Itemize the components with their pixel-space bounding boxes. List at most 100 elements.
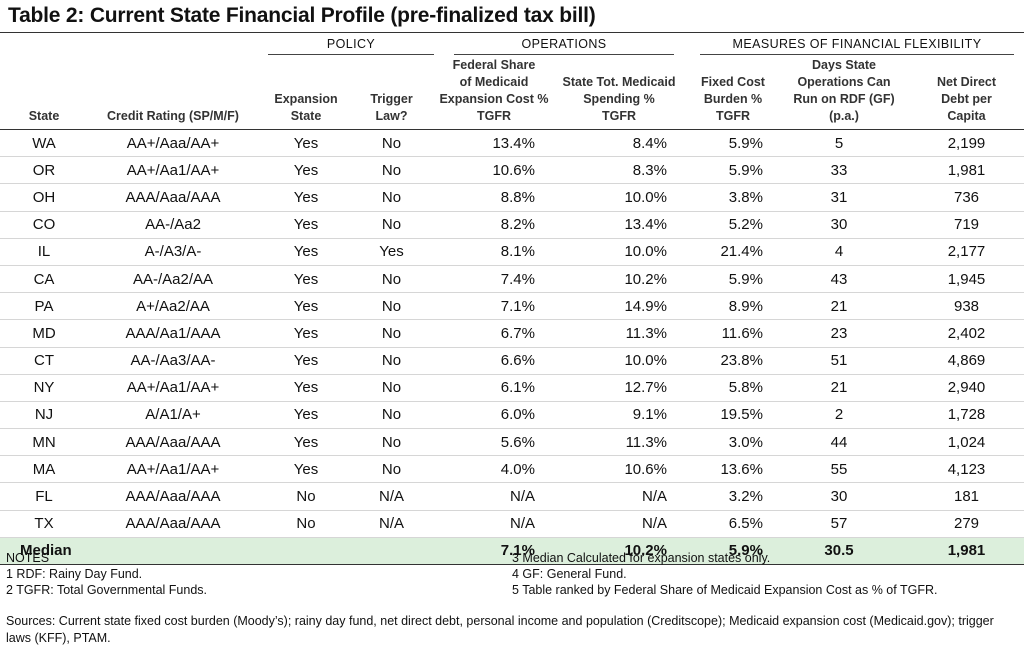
table-row: NJ A/A1/A+ Yes No 6.0% 9.1% 19.5% 2 1,728 [0,401,1024,430]
cell-debt: 4,123 [909,455,1024,484]
cell-trigger: No [354,183,429,212]
table-row: MD AAA/Aa1/AAA Yes No 6.7% 11.3% 11.6% 23 2,402 [0,319,1024,348]
cell-expansion: Yes [258,130,354,158]
cell-spending: 9.1% [549,401,689,430]
cell-trigger: No [354,211,429,239]
table-row: TX AAA/Aaa/AAA No N/A N/A N/A 6.5% 57 279 [0,510,1024,538]
cell-rating: A+/Aa2/AA [88,292,258,321]
header-trigger-law-text: Trigger Law? [370,92,413,123]
cell-state: OR [0,156,88,185]
table-row: PA A+/Aa2/AA Yes No 7.1% 14.9% 8.9% 21 938 [0,292,1024,321]
table-row: CO AA-/Aa2 Yes No 8.2% 13.4% 5.2% 30 719 [0,211,1024,239]
cell-days: 51 [769,347,909,375]
cell-trigger: No [354,374,429,402]
cell-expansion: Yes [258,183,354,212]
cell-federal: 8.1% [429,238,549,266]
header-credit-rating: Credit Rating (SP/M/F) [88,56,258,128]
median-spending: 10.2% [549,536,689,566]
cell-fixed: 8.9% [689,292,769,321]
cell-state: NJ [0,401,88,430]
table-row: WA AA+/Aaa/AA+ Yes No 13.4% 8.4% 5.9% 5 2,199 [0,130,1024,158]
cell-rating: AA+/Aa1/AA+ [88,374,258,402]
cell-expansion: Yes [258,292,354,321]
cell-state: MA [0,455,88,484]
note-3: 3 Median Calculated for expansion states… [512,551,771,565]
header-federal-share: Federal Share of Medicaid Expansion Cost %… [429,56,559,128]
median-empty [88,536,258,566]
table-row: NY AA+/Aa1/AA+ Yes No 6.1% 12.7% 5.8% 21 2,940 [0,374,1024,402]
table-row: OH AAA/Aaa/AAA Yes No 8.8% 10.0% 3.8% 31 736 [0,183,1024,212]
cell-days: 55 [769,455,909,484]
cell-spending: 10.0% [549,183,689,212]
cell-federal: 10.6% [429,156,549,185]
cell-expansion: Yes [258,428,354,457]
cell-federal: 6.7% [429,319,549,348]
cell-state: MN [0,428,88,457]
cell-debt: 2,199 [909,130,1024,158]
group-policy: POLICY [326,37,376,51]
cell-federal: 7.1% [429,292,549,321]
cell-fixed: 5.9% [689,265,769,294]
note-1: 1 RDF: Rainy Day Fund. [6,567,143,581]
cell-expansion: Yes [258,455,354,484]
cell-fixed: 3.2% [689,482,769,511]
cell-debt: 938 [909,292,1024,321]
cell-state: CA [0,265,88,294]
cell-fixed: 3.0% [689,428,769,457]
cell-trigger: N/A [354,510,429,538]
cell-spending: 10.6% [549,455,689,484]
table-row: OR AA+/Aa1/AA+ Yes No 10.6% 8.3% 5.9% 33 1,981 [0,156,1024,185]
cell-spending: 10.0% [549,347,689,375]
cell-rating: AA+/Aaa/AA+ [88,130,258,158]
cell-trigger: No [354,130,429,158]
cell-expansion: Yes [258,347,354,375]
cell-fixed: 6.5% [689,510,769,538]
header-days-rdf: Days State Operations Can Run on RDF (GF)(… [774,56,914,128]
cell-trigger: No [354,347,429,375]
header-state: State [0,56,88,128]
cell-fixed: 21.4% [689,238,769,266]
cell-trigger: No [354,156,429,185]
notes-left: NOTES 1 RDF: Rainy Day Fund. 2 TGFR: Tot… [6,550,486,598]
median-debt: 1,981 [909,536,1024,566]
cell-trigger: No [354,292,429,321]
cell-days: 23 [769,319,909,348]
header-rule [0,129,1024,130]
cell-state: MD [0,319,88,348]
header-medicaid-spending: State Tot. Medicaid Spending % TGFR [549,56,689,128]
cell-rating: AAA/Aaa/AAA [88,482,258,511]
financial-profile-table: WA AA+/Aaa/AA+ Yes No 13.4% 8.4% 5.9% 5 2,199 OR A… [0,130,1024,566]
cell-debt: 2,177 [909,238,1024,266]
cell-debt: 279 [909,510,1024,538]
cell-days: 30 [769,482,909,511]
cell-federal: 13.4% [429,130,549,158]
cell-days: 57 [769,510,909,538]
cell-fixed: 5.9% [689,156,769,185]
cell-debt: 1,945 [909,265,1024,294]
cell-state: WA [0,130,88,158]
cell-trigger: Yes [354,238,429,266]
cell-trigger: No [354,455,429,484]
cell-federal: 8.8% [429,183,549,212]
cell-fixed: 11.6% [689,319,769,348]
cell-state: CO [0,211,88,239]
cell-federal: 4.0% [429,455,549,484]
cell-state: NY [0,374,88,402]
table-row: MN AAA/Aaa/AAA Yes No 5.6% 11.3% 3.0% 44 1,024 [0,428,1024,457]
cell-federal: N/A [429,482,549,511]
group-flexibility-rule [700,54,1014,55]
header-expansion-state: Expansion State [258,56,354,128]
cell-trigger: N/A [354,482,429,511]
median-fixed: 5.9% [689,536,769,566]
header-fixed-cost-text: Fixed Cost Burden % TGFR [701,75,765,123]
cell-expansion: Yes [258,265,354,294]
cell-federal: 5.6% [429,428,549,457]
median-row: Median 7.1% 10.2% 5.9% 30.5 1,981 [0,536,1024,566]
note-2: 2 TGFR: Total Governmental Funds. [6,583,208,597]
cell-spending: 8.4% [549,130,689,158]
cell-expansion: Yes [258,238,354,266]
cell-days: 5 [769,130,909,158]
sources: Sources: Current state fixed cost burden… [6,614,994,645]
header-days-rdf-text: Days State Operations Can Run on RDF (GF)(… [793,58,895,123]
cell-trigger: No [354,265,429,294]
